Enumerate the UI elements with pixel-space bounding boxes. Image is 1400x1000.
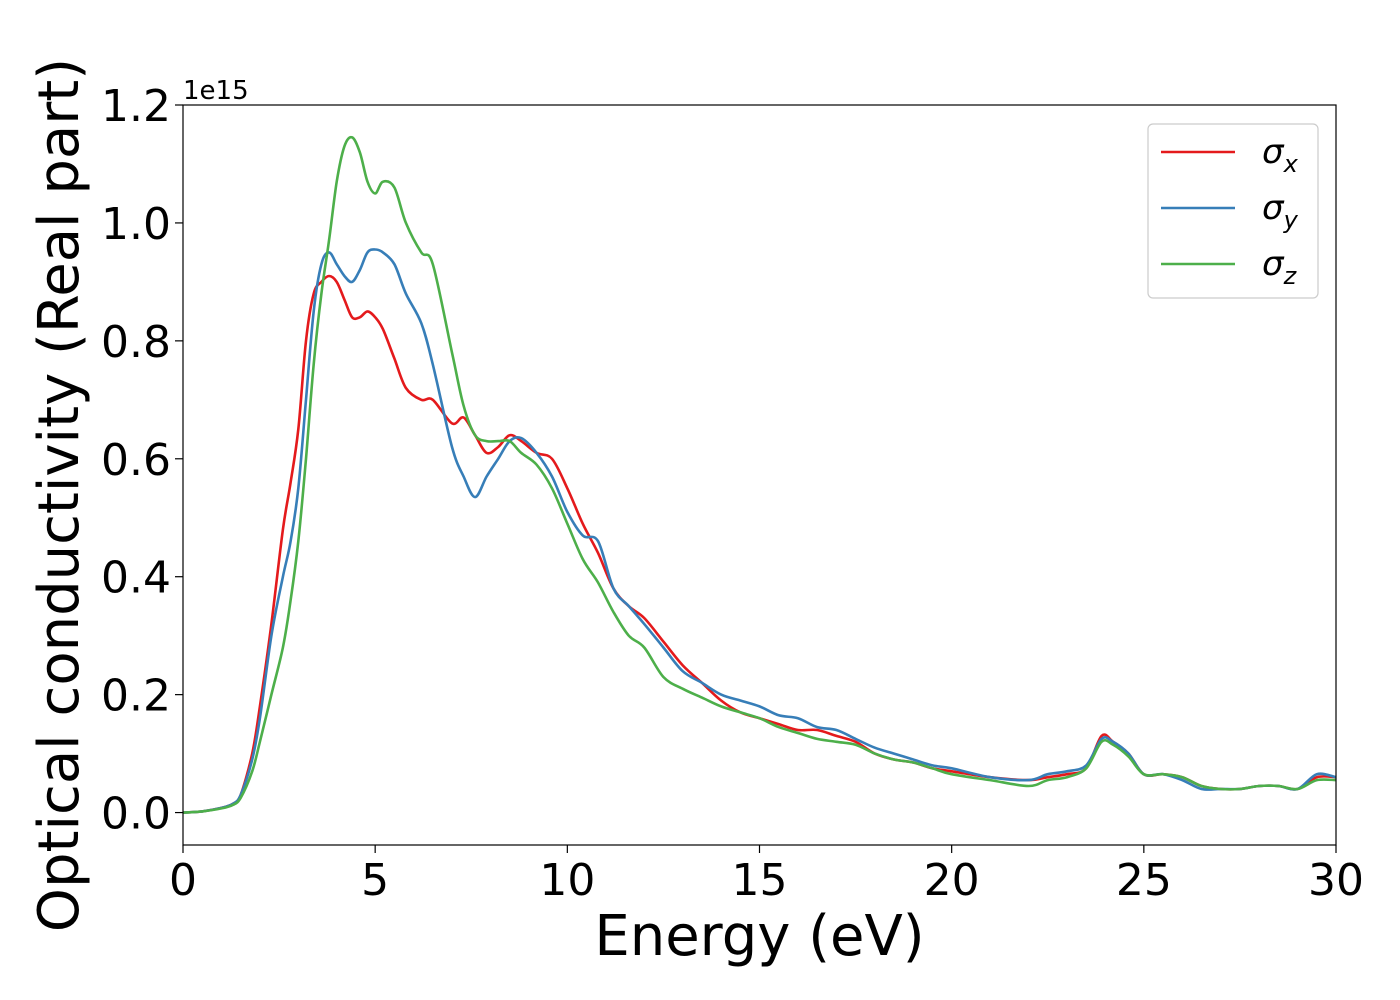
y-axis-ticks: 0.0 0.2 0.4 0.6 0.8 1.0 1.2 [101, 81, 183, 840]
x-axis-ticks: 0 5 10 15 20 25 30 [169, 845, 1364, 906]
y-tick-label: 0.8 [101, 317, 171, 368]
x-tick-label: 25 [1116, 855, 1172, 906]
y-tick-label: 1.2 [101, 81, 171, 132]
x-tick-label: 30 [1308, 855, 1364, 906]
y-tick-label: 0.6 [101, 435, 171, 486]
x-tick-label: 10 [539, 855, 595, 906]
legend: σx σy σz [1147, 123, 1319, 299]
series-line-sigma-y [183, 248, 1336, 814]
x-tick-label: 5 [361, 855, 389, 906]
y-tick-label: 1.0 [101, 199, 171, 250]
series-line-sigma-x [183, 274, 1336, 814]
x-axis-label: Energy (eV) [594, 904, 924, 969]
x-tick-label: 0 [169, 855, 197, 906]
legend-label-sigma-x: σx [1262, 132, 1299, 178]
series-line-sigma-z [183, 135, 1336, 814]
y-tick-label: 0.4 [101, 553, 171, 604]
legend-box [1147, 123, 1319, 299]
x-tick-label: 15 [732, 855, 788, 906]
y-offset-label: 1e15 [183, 76, 249, 106]
x-tick-label: 20 [924, 855, 980, 906]
legend-label-sigma-y: σy [1262, 188, 1299, 234]
y-tick-label: 0.0 [101, 789, 171, 840]
legend-label-sigma-z: σz [1262, 244, 1298, 290]
y-tick-label: 0.2 [101, 671, 171, 722]
y-axis-label: Optical conductivity (Real part) [27, 58, 92, 932]
series-layer [183, 135, 1336, 814]
